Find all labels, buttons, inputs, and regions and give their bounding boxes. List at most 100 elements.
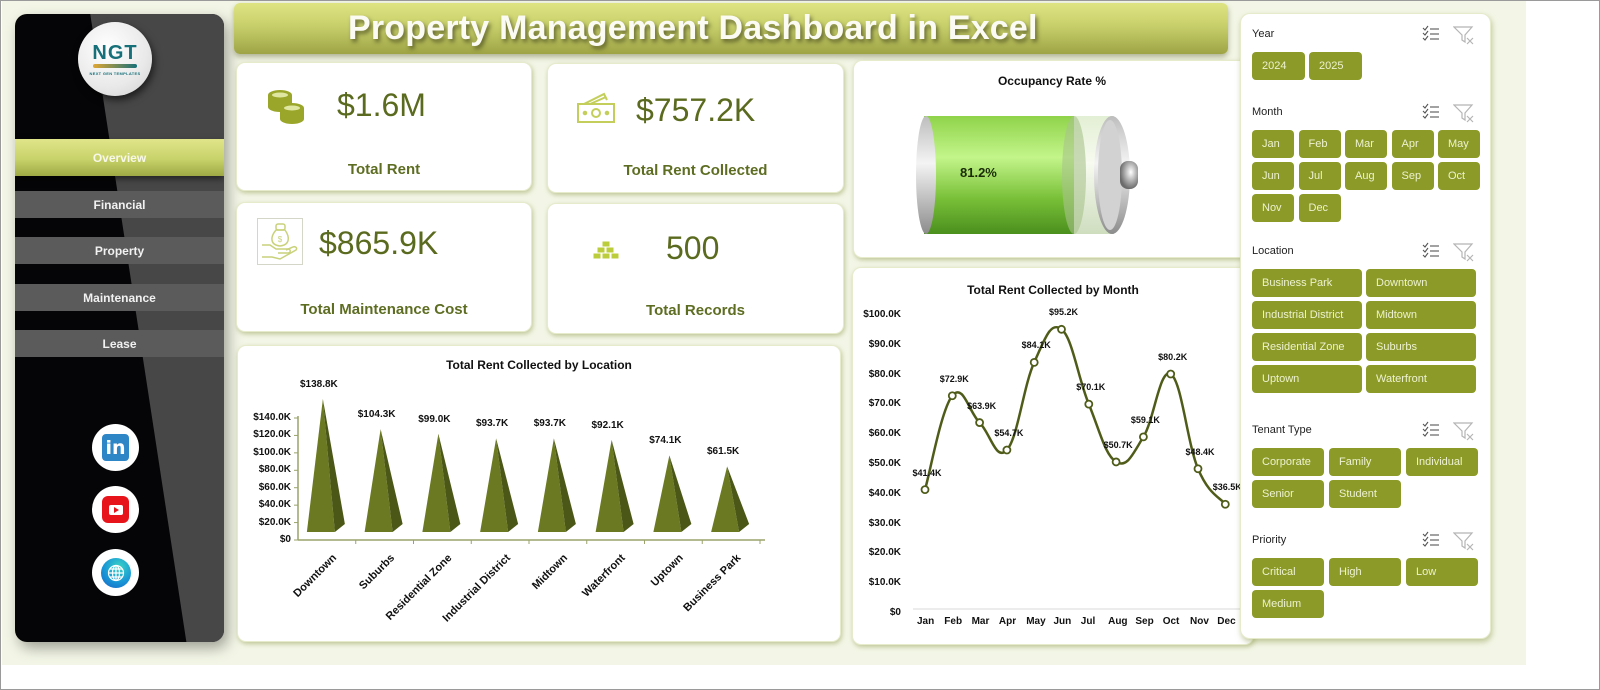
title-banner: Property Management Dashboard in Excel [234, 3, 1228, 54]
data-label: $70.1K [1076, 382, 1106, 393]
data-label: $104.3K [357, 409, 396, 421]
clear-filter-icon[interactable] [1452, 242, 1475, 262]
kpi-card-total-rent: $1.6M Total Rent [236, 62, 532, 191]
y-tick-label: $10.0K [868, 577, 901, 589]
slicer-chip-corporate[interactable]: Corporate [1252, 448, 1324, 476]
slicer-chip-dec[interactable]: Dec [1298, 194, 1341, 222]
clear-filter-icon[interactable] [1452, 531, 1475, 551]
slicer-chip-family[interactable]: Family [1329, 448, 1401, 476]
slicer-chip-senior[interactable]: Senior [1252, 480, 1324, 508]
website-button[interactable] [92, 549, 139, 596]
sidebar-item-overview[interactable]: Overview [15, 139, 224, 176]
slicer-chip-high[interactable]: High [1329, 558, 1401, 586]
sidebar-diagonal-panel [90, 14, 224, 642]
pyramid-bars [294, 399, 765, 544]
occupancy-value: 81.2% [960, 165, 997, 180]
y-tick-label: $60.0K [868, 428, 901, 440]
data-label: $41.4K [912, 467, 942, 478]
slicer-chip-critical[interactable]: Critical [1252, 558, 1324, 586]
slicer-chip-downtown[interactable]: Downtown [1366, 269, 1476, 297]
multi-select-icon[interactable] [1422, 531, 1440, 549]
slicer-chip-midtown[interactable]: Midtown [1366, 301, 1476, 329]
x-category-label: Sep [1135, 616, 1154, 627]
slicer-chip-apr[interactable]: Apr [1391, 130, 1434, 158]
slicer-chip-jun[interactable]: Jun [1252, 162, 1294, 190]
slicer-chip-uptown[interactable]: Uptown [1252, 365, 1362, 393]
x-category-label: Jan [917, 616, 935, 627]
youtube-icon [102, 496, 129, 523]
x-category-label: Feb [944, 616, 963, 627]
slicer-chip-individual[interactable]: Individual [1406, 448, 1478, 476]
occupancy-gauge-card: Occupancy Rate % 81.2% [853, 60, 1251, 258]
data-label: $61.5K [707, 446, 740, 458]
globe-icon [100, 557, 131, 588]
y-tick-label: $0 [889, 607, 901, 618]
y-tick-label: $60.0K [258, 481, 291, 493]
slicer-chip-2024[interactable]: 2024 [1252, 52, 1305, 80]
linkedin-button[interactable]: in [92, 424, 139, 471]
slicer-chip-waterfront[interactable]: Waterfront [1366, 365, 1476, 393]
slicer-chip-low[interactable]: Low [1406, 558, 1478, 586]
data-label: $80.2K [1158, 352, 1188, 362]
multi-select-icon[interactable] [1422, 242, 1440, 260]
slicer-chip-2025[interactable]: 2025 [1309, 52, 1362, 80]
slicer-chip-aug[interactable]: Aug [1345, 162, 1387, 190]
data-label: $93.7K [476, 418, 509, 430]
sidebar-item-financial[interactable]: Financial [15, 191, 224, 218]
y-tick-label: $30.0K [868, 517, 901, 529]
slicer-chip-jan[interactable]: Jan [1252, 130, 1294, 158]
sidebar-item-maintenance[interactable]: Maintenance [15, 284, 224, 311]
slicer-chip-mar[interactable]: Mar [1345, 130, 1387, 158]
slicer-title: Tenant Type [1252, 424, 1312, 436]
clear-filter-icon[interactable] [1452, 25, 1475, 45]
chart-rent-by-month: Total Rent Collected by Month $0 $10.0K $2… [852, 267, 1254, 645]
clear-filter-icon[interactable] [1452, 103, 1475, 123]
data-label: $48.4K [1185, 446, 1215, 457]
data-label: $50.7K [1103, 439, 1133, 450]
slicer-chip-industrial-district[interactable]: Industrial District [1252, 301, 1362, 329]
slicer-chip-residential-zone[interactable]: Residential Zone [1252, 333, 1362, 361]
slicer-chip-suburbs[interactable]: Suburbs [1366, 333, 1476, 361]
slicer-chip-sep[interactable]: Sep [1391, 162, 1434, 190]
data-label: $54.7K [994, 427, 1024, 438]
data-label: $59.1K [1130, 414, 1160, 425]
multi-select-icon[interactable] [1422, 421, 1440, 439]
kpi-label: Total Rent Collected [623, 162, 768, 179]
slicer-chip-may[interactable]: May [1438, 130, 1480, 158]
kpi-card-total-records: 500 Total Records [547, 203, 844, 334]
y-tick-label: $50.0K [868, 458, 901, 469]
slicer-title: Location [1252, 245, 1294, 257]
slicer-chip-oct[interactable]: Oct [1438, 162, 1480, 190]
chart-title: Total Rent Collected by Location [446, 358, 632, 372]
svg-text:$: $ [278, 235, 283, 244]
money-bag-hand-icon: $ [257, 218, 303, 265]
slicer-chip-jul[interactable]: Jul [1298, 162, 1341, 190]
youtube-button[interactable] [92, 486, 139, 533]
slicer-chip-nov[interactable]: Nov [1252, 194, 1294, 222]
kpi-label: Total Records [646, 302, 745, 319]
kpi-label: Total Maintenance Cost [300, 301, 468, 318]
line-series [913, 324, 1253, 610]
y-tick-label: $0 [279, 534, 291, 545]
slicer-title: Month [1252, 106, 1283, 118]
y-tick-label: $40.0K [258, 499, 291, 511]
slicer-chip-medium[interactable]: Medium [1252, 590, 1324, 618]
slicer-chip-business-park[interactable]: Business Park [1252, 269, 1362, 297]
slicer-chip-feb[interactable]: Feb [1298, 130, 1341, 158]
logo-tagline: NEXT GEN TEMPLATES [89, 70, 141, 76]
clear-filter-icon[interactable] [1452, 421, 1475, 441]
chart-title: Total Rent Collected by Month [967, 283, 1139, 297]
multi-select-icon[interactable] [1422, 25, 1440, 43]
sidebar-item-lease[interactable]: Lease [15, 330, 224, 357]
multi-select-icon[interactable] [1422, 103, 1440, 121]
sidebar-item-property[interactable]: Property [15, 237, 224, 264]
x-category-label: Jun [1053, 616, 1072, 627]
dashboard-canvas: NGT NEXT GEN TEMPLATES Overview Financia… [2, 1, 1526, 665]
y-tick-label: $90.0K [868, 338, 901, 350]
logo-text: NGT [92, 41, 138, 64]
kpi-value: $757.2K [636, 92, 756, 128]
kpi-card-total-maintenance-cost: $ $865.9K Total Maintenance Cost [236, 202, 532, 332]
kpi-value: 500 [666, 230, 720, 266]
slicer-chip-student[interactable]: Student [1329, 480, 1401, 508]
